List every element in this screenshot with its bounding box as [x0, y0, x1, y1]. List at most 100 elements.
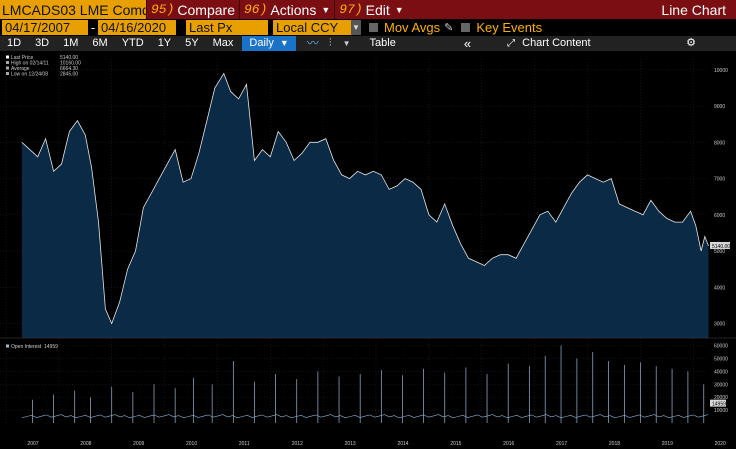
line-chart-icon[interactable]: 〰 — [306, 36, 319, 50]
chart-parameters-bar: 04/17/2007 - 04/16/2020 Last Px Local CC… — [0, 19, 736, 36]
chart-content-icon: ⤢ — [507, 38, 516, 49]
price-y-tick: 6000 — [714, 213, 725, 219]
end-date-field[interactable]: 04/16/2020 — [98, 20, 176, 35]
mov-avgs-checkbox[interactable] — [369, 23, 378, 32]
oi-baseline — [21, 414, 709, 419]
oi-legend: Open Interest 14959 — [6, 344, 58, 350]
view-title: Line Chart — [661, 1, 726, 18]
compare-number: 95) — [151, 2, 175, 17]
legend-label: Last Price — [11, 55, 33, 61]
x-tick-label: 2019 — [662, 441, 673, 447]
actions-number: 96) — [244, 2, 268, 17]
price-y-tick: 3000 — [714, 322, 725, 328]
price-line — [21, 72, 709, 325]
legend-label: Low on 12/24/08 — [11, 72, 48, 78]
x-tick-label: 2007 — [27, 441, 38, 447]
legend-value: 5140.00 — [60, 55, 78, 61]
date-range-dash: - — [90, 20, 96, 35]
bar-style-icon[interactable]: ⫶ — [328, 37, 332, 49]
legend-swatch — [6, 61, 9, 64]
caret-down-icon: ▼ — [394, 4, 404, 15]
x-tick-label: 2020 — [715, 441, 726, 447]
legend-swatch — [6, 72, 9, 75]
chart-content-label: Chart Content — [522, 37, 591, 49]
period-1m[interactable]: 1M — [63, 37, 79, 49]
oi-y-tick: 10000 — [714, 408, 728, 414]
oi-gridlines — [0, 345, 708, 411]
x-tick-label: 2010 — [186, 441, 197, 447]
x-tick-label: 2009 — [133, 441, 144, 447]
svg-text:5140.00: 5140.00 — [712, 244, 730, 250]
period-3d[interactable]: 3D — [35, 37, 50, 49]
period-max[interactable]: Max — [212, 37, 234, 49]
x-tick-label: 2011 — [239, 441, 250, 447]
price-chart[interactable]: 3000 4000 5000 6000 7000 8000 9000 10000 Last P… — [0, 51, 736, 449]
price-y-tick: 5000 — [714, 249, 725, 255]
edit-button[interactable]: 97) Edit ▼ — [335, 0, 407, 19]
style-dropdown-icon[interactable]: ▼ — [342, 39, 351, 48]
legend-value: 14959 — [44, 344, 58, 350]
chart-content-button[interactable]: ⤢ Chart Content — [500, 36, 598, 51]
x-tick-label: 2012 — [292, 441, 303, 447]
start-date-field[interactable]: 04/17/2007 — [2, 20, 88, 35]
price-y-tick: 7000 — [714, 177, 725, 183]
ticker-field[interactable]: LMCADS03 LME Comdty — [0, 0, 146, 19]
mov-avgs-label: Mov Avgs — [384, 20, 441, 35]
oi-y-tick: 50000 — [714, 356, 728, 362]
price-y-tick: 8000 — [714, 140, 725, 146]
period-5y[interactable]: 5Y — [185, 37, 199, 49]
x-tick-label: 2008 — [80, 441, 91, 447]
oi-y-tick: 40000 — [714, 369, 728, 375]
currency-selector[interactable]: Local CCY — [273, 20, 351, 35]
frequency-label: Daily — [249, 37, 274, 49]
compare-label: Compare — [177, 1, 235, 18]
legend-swatch — [6, 344, 9, 348]
key-events-label: Key Events — [476, 20, 543, 35]
legend-swatch — [6, 55, 9, 59]
collapse-icon[interactable]: « — [463, 36, 472, 51]
time-x-axis: 2007 2008 2009 2010 2011 2012 2013 2014 2015 2016… — [27, 441, 726, 447]
legend-label: Average — [11, 66, 30, 72]
pencil-icon[interactable]: ✎ — [444, 22, 454, 34]
price-y-tick: 4000 — [714, 285, 725, 291]
frequency-selector[interactable]: Daily ▼ — [242, 36, 296, 51]
edit-label: Edit — [365, 1, 390, 18]
price-y-axis: 3000 4000 5000 6000 7000 8000 9000 10000 — [714, 68, 728, 328]
x-tick-label: 2018 — [609, 441, 620, 447]
oi-last-label: 14959 — [710, 399, 726, 408]
price-y-tick: 9000 — [714, 104, 725, 110]
oi-y-tick: 60000 — [714, 344, 728, 350]
toolbar-divider — [334, 0, 336, 19]
gear-icon[interactable]: ⚙ — [686, 37, 696, 49]
legend-value: 10160.00 — [60, 61, 81, 67]
price-last-label: 5140.00 — [710, 241, 730, 250]
toolbar-divider — [146, 0, 147, 19]
caret-down-icon: ▼ — [321, 4, 331, 15]
table-button[interactable]: Table — [369, 37, 396, 49]
period-ytd[interactable]: YTD — [121, 37, 144, 49]
oi-y-tick: 30000 — [714, 382, 728, 388]
price-legend: Last Price 5140.00 High on 02/14/11 10160.0… — [6, 55, 81, 78]
x-tick-label: 2013 — [345, 441, 356, 447]
legend-value: 6664.30 — [60, 66, 78, 72]
field-selector[interactable]: Last Px — [186, 20, 268, 35]
period-6m[interactable]: 6M — [92, 37, 108, 49]
price-area — [21, 73, 709, 338]
legend-label: Open Interest — [11, 344, 42, 350]
x-tick-label: 2016 — [503, 441, 514, 447]
legend-value: 2845.00 — [60, 72, 78, 78]
oi-y-axis: 10000 20000 30000 40000 50000 60000 — [714, 344, 728, 415]
top-toolbar: LMCADS03 LME Comdty 95) Compare 96) Acti… — [0, 0, 736, 19]
compare-button[interactable]: 95) Compare — [147, 0, 239, 19]
period-toolbar: 1D 3D 1M 6M YTD 1Y 5Y Max Daily ▼ 〰 ⫶ ▼ … — [0, 36, 736, 51]
key-events-checkbox[interactable] — [461, 23, 471, 32]
period-1y[interactable]: 1Y — [157, 37, 172, 49]
actions-button[interactable]: 96) Actions ▼ — [240, 0, 334, 19]
x-tick-label: 2017 — [556, 441, 567, 447]
edit-number: 97) — [339, 2, 363, 17]
period-1d[interactable]: 1D — [7, 37, 22, 49]
frequency-dropdown-icon: ▼ — [279, 38, 289, 48]
price-y-tick: 10000 — [714, 68, 728, 74]
svg-text:14959: 14959 — [712, 402, 726, 408]
currency-dropdown-icon[interactable]: ▼ — [351, 20, 361, 35]
